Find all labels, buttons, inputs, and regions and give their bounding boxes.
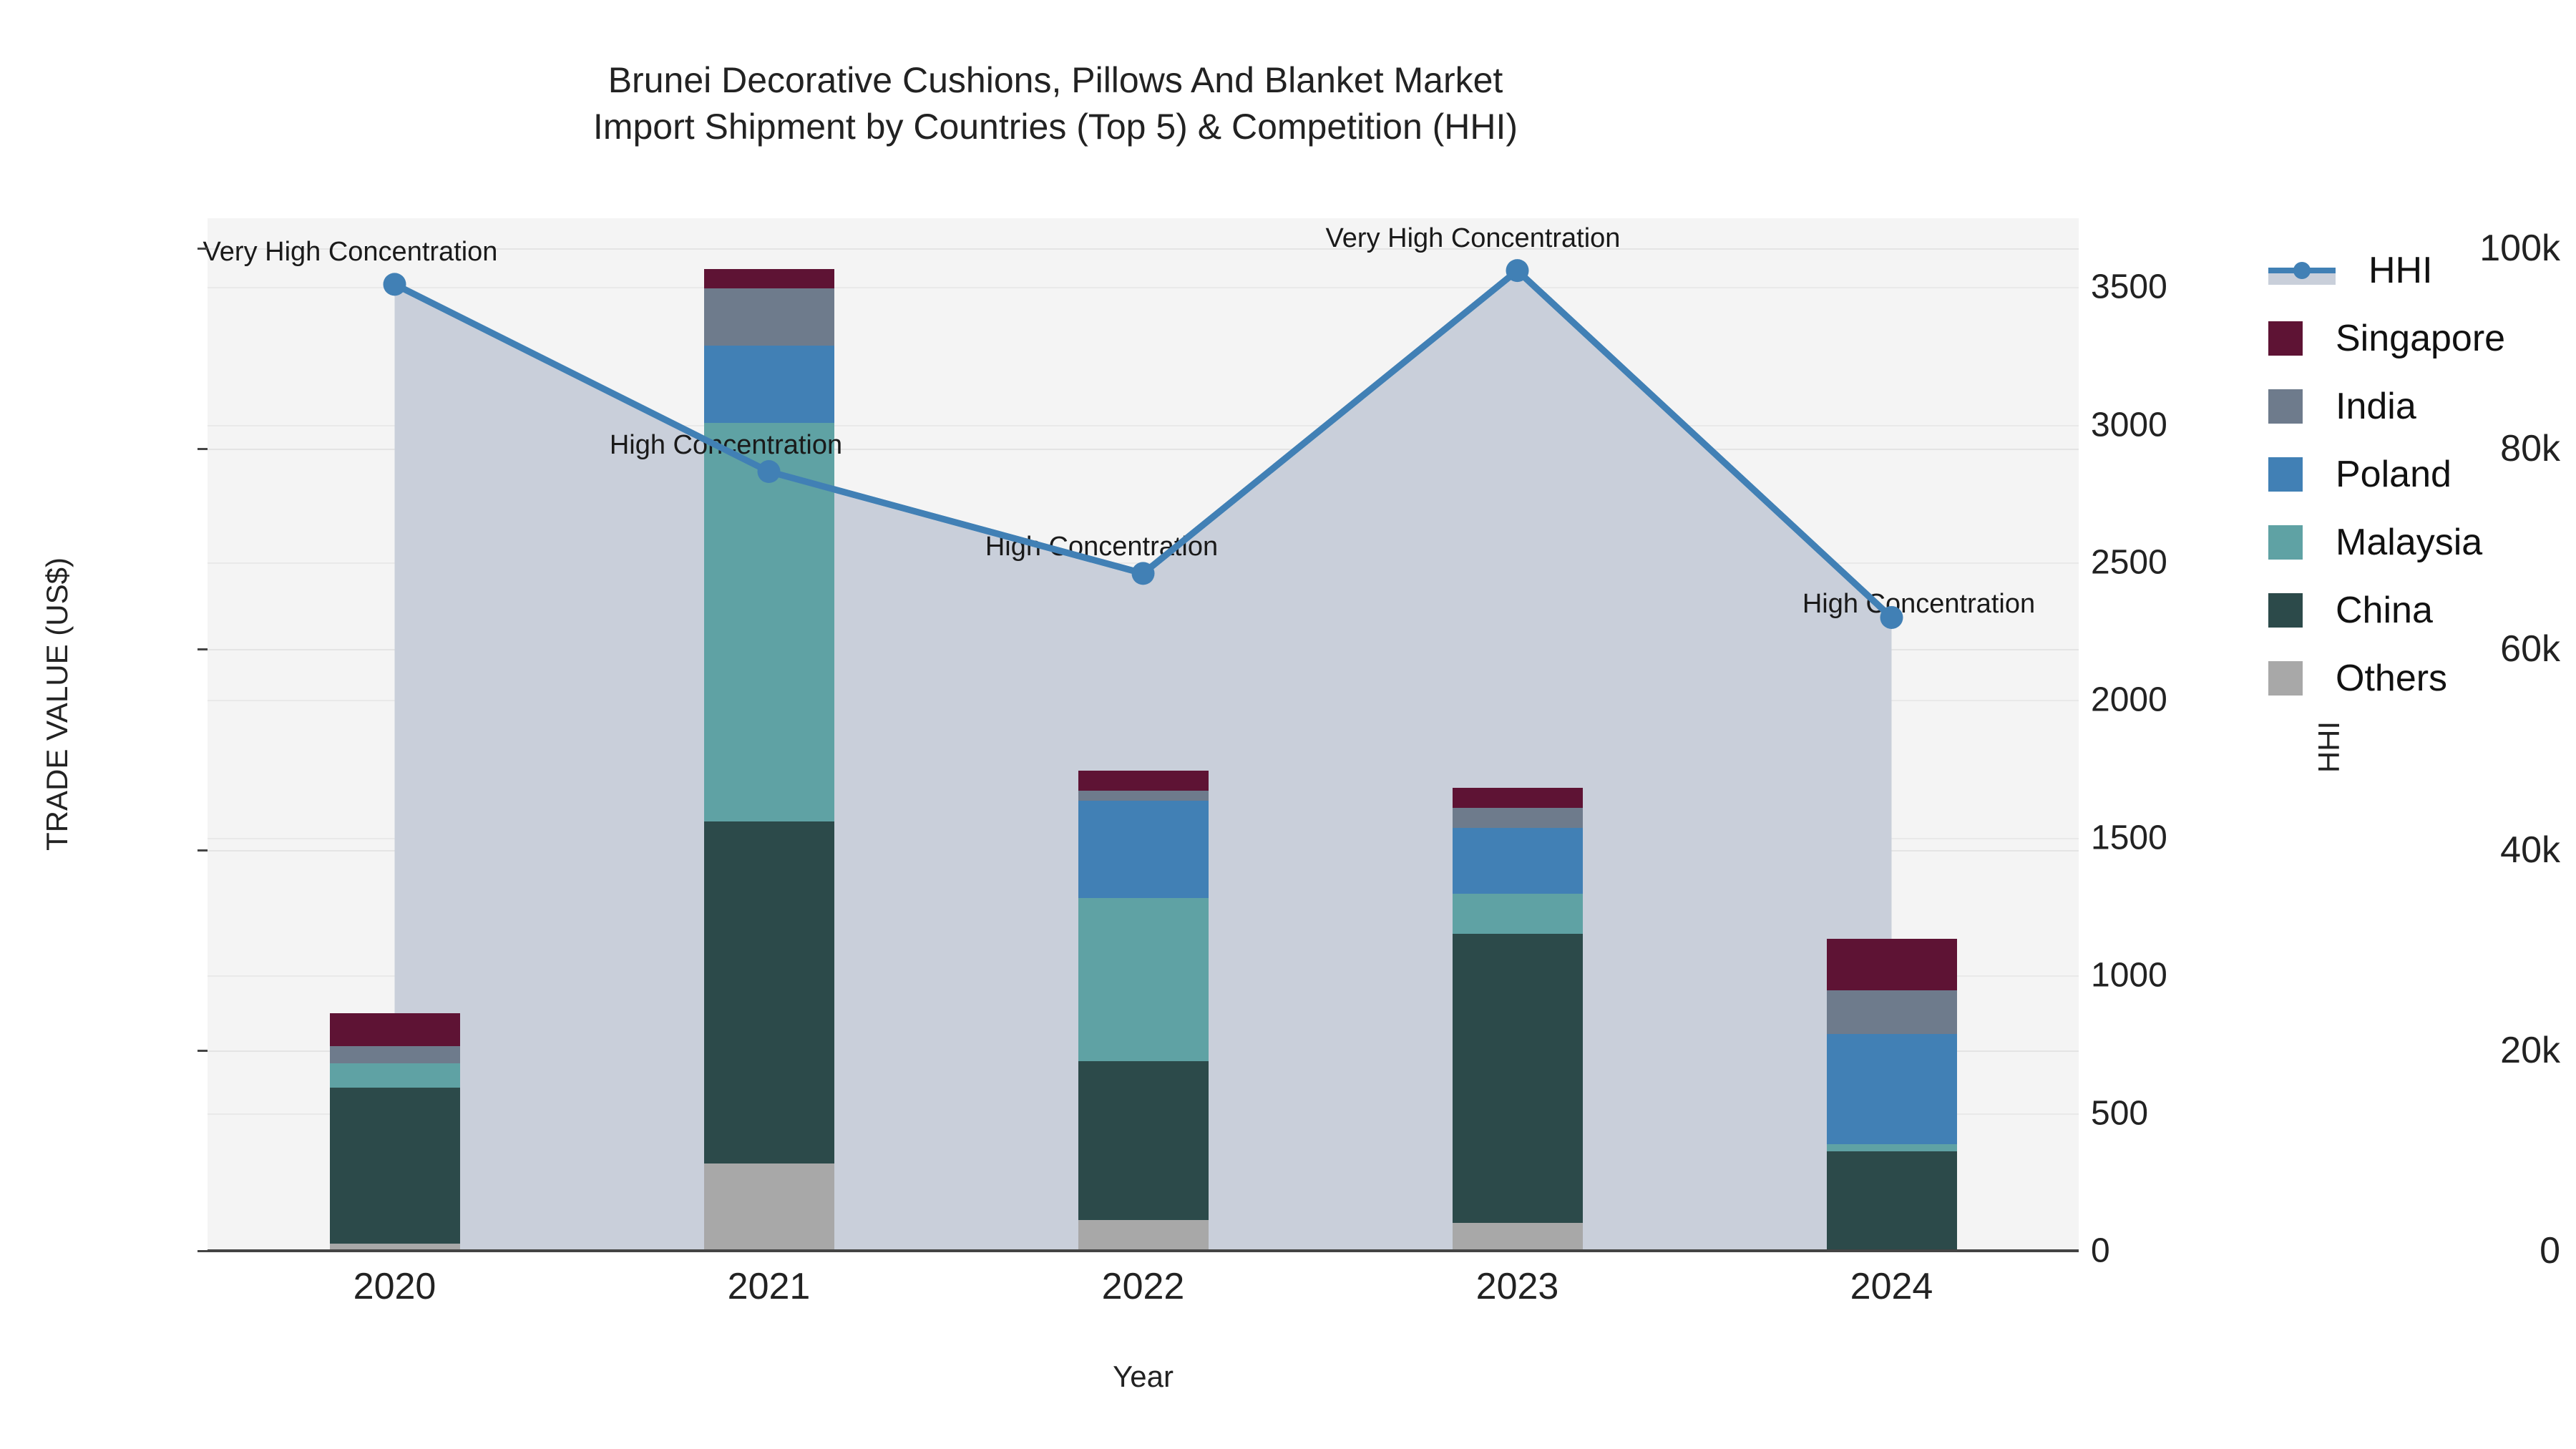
legend-item[interactable]: Poland	[2268, 440, 2505, 508]
y-axis-right-tick-label: 3500	[2091, 268, 2167, 306]
legend-item-label: Malaysia	[2336, 521, 2483, 563]
bar-segment[interactable]	[1826, 939, 1957, 990]
x-axis-tick-label: 2024	[1850, 1266, 1933, 1307]
y-axis-left-tick-label: 60k	[2500, 628, 2560, 670]
legend-item[interactable]: China	[2268, 576, 2505, 644]
bar-segment[interactable]	[1452, 934, 1583, 1223]
y-axis-left-tick-mark	[197, 1250, 208, 1252]
y-axis-left-tick-mark	[197, 248, 208, 250]
chart-title: Brunei Decorative Cushions, Pillows And …	[0, 57, 2111, 150]
y-axis-right-tick-label: 1000	[2091, 956, 2167, 995]
legend-item[interactable]: Malaysia	[2268, 508, 2505, 576]
concentration-annotation: High Concentration	[609, 430, 843, 461]
gridline	[208, 248, 2079, 250]
bar-segment[interactable]	[703, 345, 834, 423]
legend-item-label: India	[2336, 385, 2416, 427]
legend-item[interactable]: India	[2268, 372, 2505, 440]
bar-segment[interactable]	[1078, 897, 1209, 1062]
y-axis-left-tick-mark	[197, 1049, 208, 1052]
y-axis-left-tick-label: 0	[2540, 1230, 2560, 1272]
bar-group[interactable]	[703, 218, 834, 1251]
bar-segment[interactable]	[1826, 1151, 1957, 1251]
legend-line-marker-icon	[2268, 253, 2336, 288]
legend-color-swatch	[2268, 389, 2303, 424]
bar-segment[interactable]	[329, 1087, 460, 1244]
y-axis-right-tick-label: 1500	[2091, 819, 2167, 857]
y-axis-left-title: TRADE VALUE (US$)	[40, 557, 74, 851]
legend-item-label: HHI	[2368, 249, 2433, 291]
bar-segment[interactable]	[1826, 990, 1957, 1035]
bar-segment[interactable]	[1078, 790, 1209, 801]
bar-segment[interactable]	[1078, 1061, 1209, 1220]
legend-item-label: China	[2336, 589, 2433, 631]
y-axis-left-tick-mark	[197, 448, 208, 451]
y-axis-right-tick-label: 0	[2091, 1231, 2110, 1270]
concentration-annotation: High Concentration	[1802, 588, 2036, 619]
bar-segment[interactable]	[703, 288, 834, 346]
legend-item-label: Others	[2336, 657, 2448, 699]
x-axis-line	[208, 1249, 2079, 1252]
bar-segment[interactable]	[1452, 807, 1583, 828]
bar-segment[interactable]	[1078, 800, 1209, 898]
y-axis-left-tick-mark	[197, 849, 208, 852]
bar-group[interactable]	[1452, 218, 1583, 1251]
legend-item[interactable]: HHI	[2268, 236, 2505, 304]
y-axis-left-tick-label: 20k	[2500, 1029, 2560, 1071]
bar-segment[interactable]	[329, 1013, 460, 1047]
legend-item-label: Singapore	[2336, 317, 2506, 359]
x-axis-tick-label: 2022	[1101, 1266, 1185, 1307]
bar-segment[interactable]	[703, 269, 834, 289]
bar-group[interactable]	[1078, 218, 1209, 1251]
y-axis-right-tick-label: 3000	[2091, 406, 2167, 444]
legend-line-dot-icon	[2293, 261, 2311, 279]
legend-color-swatch	[2268, 592, 2303, 628]
chart-title-line-2: Import Shipment by Countries (Top 5) & C…	[592, 107, 1518, 147]
legend-item[interactable]: Singapore	[2268, 304, 2505, 372]
bar-segment[interactable]	[1452, 1222, 1583, 1251]
bar-segment[interactable]	[1452, 787, 1583, 808]
y-axis-left-tick-label: 80k	[2500, 428, 2560, 470]
bar-segment[interactable]	[703, 1163, 834, 1251]
bar-segment[interactable]	[1826, 1144, 1957, 1152]
legend: HHI Singapore India Poland Malaysia China Othe…	[2268, 236, 2505, 712]
chart-title-line-1: Brunei Decorative Cushions, Pillows And …	[608, 60, 1503, 100]
x-axis-tick-label: 2023	[1475, 1266, 1559, 1307]
concentration-annotation: High Concentration	[985, 532, 1219, 562]
legend-color-swatch	[2268, 660, 2303, 696]
bar-segment[interactable]	[329, 1244, 460, 1251]
concentration-annotation: Very High Concentration	[203, 237, 498, 268]
y-axis-left-tick-label: 100k	[2479, 228, 2560, 270]
x-axis-tick-label: 2020	[353, 1266, 436, 1307]
bar-segment[interactable]	[329, 1063, 460, 1088]
legend-item-label: Poland	[2336, 453, 2451, 495]
y-axis-right-tick-label: 500	[2091, 1094, 2149, 1133]
bar-segment[interactable]	[329, 1046, 460, 1063]
bar-segment[interactable]	[1826, 1034, 1957, 1145]
legend-color-swatch	[2268, 525, 2303, 560]
x-axis-tick-label: 2021	[727, 1266, 811, 1307]
legend-item[interactable]: Others	[2268, 644, 2505, 712]
bar-segment[interactable]	[1078, 770, 1209, 791]
y-axis-left-tick-label: 40k	[2500, 829, 2560, 871]
legend-color-swatch	[2268, 457, 2303, 492]
bar-segment[interactable]	[703, 422, 834, 822]
concentration-annotation: Very High Concentration	[1325, 223, 1621, 254]
y-axis-right-tick-label: 2500	[2091, 543, 2167, 582]
bar-group[interactable]	[1826, 218, 1957, 1251]
bar-segment[interactable]	[1078, 1219, 1209, 1251]
bar-segment[interactable]	[1452, 894, 1583, 935]
bar-segment[interactable]	[703, 821, 834, 1164]
legend-color-swatch	[2268, 321, 2303, 356]
y-axis-left-tick-mark	[197, 648, 208, 651]
y-axis-right-tick-label: 2000	[2091, 680, 2167, 719]
bar-group[interactable]	[329, 218, 460, 1251]
x-axis-title: Year	[1113, 1360, 1174, 1393]
bar-segment[interactable]	[1452, 827, 1583, 894]
